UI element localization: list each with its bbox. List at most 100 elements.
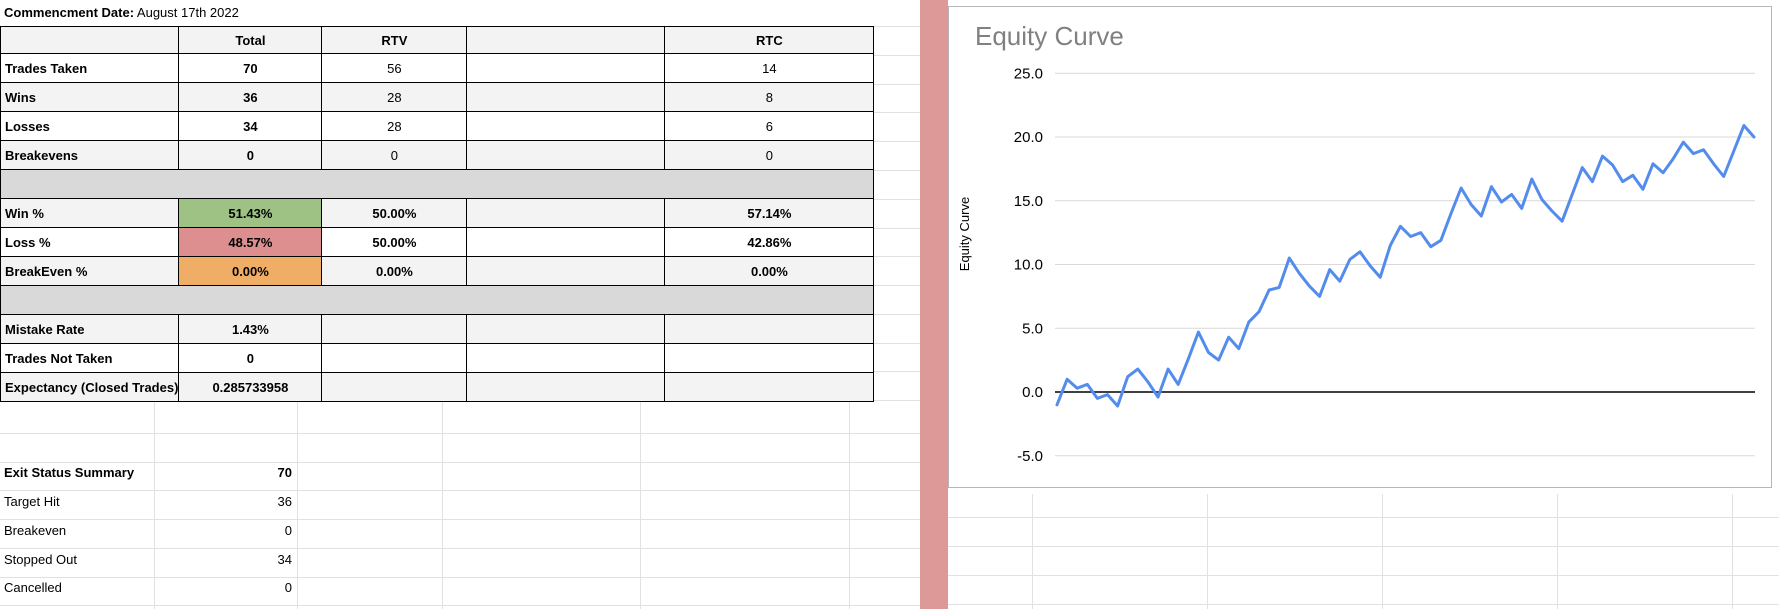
cell-mistake-rate-rtc[interactable] xyxy=(664,314,875,344)
row-label-mistake-rate[interactable]: Mistake Rate xyxy=(0,314,180,344)
spacer-cell[interactable] xyxy=(466,111,666,141)
svg-text:10.0: 10.0 xyxy=(1014,257,1043,274)
gridline xyxy=(0,605,920,606)
cell-win-pct-rtc[interactable]: 57.14% xyxy=(664,198,875,228)
cell-wins-total[interactable]: 36 xyxy=(178,82,323,112)
cell-losses-rtc[interactable]: 6 xyxy=(664,111,875,141)
gray-divider-cell[interactable] xyxy=(0,169,875,199)
cell-mistake-rate-rtv[interactable] xyxy=(321,314,468,344)
target-hit-label[interactable]: Target Hit xyxy=(4,494,60,509)
spacer-cell[interactable] xyxy=(466,256,666,286)
spacer-cell[interactable] xyxy=(466,198,666,228)
table-row: Mistake Rate 1.43% xyxy=(0,314,875,344)
target-hit-row: Target Hit 36 xyxy=(0,487,300,516)
spacer-cell[interactable] xyxy=(466,372,666,402)
cell-mistake-rate-total[interactable]: 1.43% xyxy=(178,314,323,344)
svg-text:0.0: 0.0 xyxy=(1022,384,1043,401)
row-label-losses[interactable]: Losses xyxy=(0,111,180,141)
table-header-row: Total RTV RTC xyxy=(0,26,875,54)
exit-summary-label[interactable]: Exit Status Summary xyxy=(4,465,135,480)
spacer-cell[interactable] xyxy=(466,140,666,170)
row-label-trades-taken[interactable]: Trades Taken xyxy=(0,53,180,83)
spacer-cell[interactable] xyxy=(466,314,666,344)
cell-losses-total[interactable]: 34 xyxy=(178,111,323,141)
equity-curve-chart[interactable]: Equity Curve Equity Curve 25.0 20.0 15.0 10… xyxy=(948,6,1772,488)
exit-summary-value[interactable]: 70 xyxy=(277,465,292,480)
pink-highlight-column[interactable] xyxy=(920,0,948,609)
header-rtv[interactable]: RTV xyxy=(321,26,468,54)
chart-title: Equity Curve xyxy=(975,21,1124,51)
cell-losses-rtv[interactable]: 28 xyxy=(321,111,468,141)
cell-trades-not-taken-rtv[interactable] xyxy=(321,343,468,373)
header-spacer-cell[interactable] xyxy=(466,26,666,54)
cell-wins-rtc[interactable]: 8 xyxy=(664,82,875,112)
cell-loss-pct-total[interactable]: 48.57% xyxy=(178,227,323,257)
gridline xyxy=(1207,494,1208,609)
cell-loss-pct-rtc[interactable]: 42.86% xyxy=(664,227,875,257)
cell-trades-taken-rtc[interactable]: 14 xyxy=(664,53,875,83)
cell-win-pct-rtv[interactable]: 50.00% xyxy=(321,198,468,228)
header-total[interactable]: Total xyxy=(178,26,323,54)
row-label-wins[interactable]: Wins xyxy=(0,82,180,112)
row-label-win-pct[interactable]: Win % xyxy=(0,198,180,228)
stopped-out-value[interactable]: 34 xyxy=(277,552,292,567)
row-label-loss-pct[interactable]: Loss % xyxy=(0,227,180,257)
stopped-out-row: Stopped Out 34 xyxy=(0,545,300,574)
header-blank-cell[interactable] xyxy=(0,26,180,54)
table-row: Breakevens 0 0 0 xyxy=(0,140,875,170)
table-row: Win % 51.43% 50.00% 57.14% xyxy=(0,198,875,228)
gridline xyxy=(948,575,1779,576)
svg-text:-5.0: -5.0 xyxy=(1017,448,1043,465)
gridline xyxy=(948,546,1779,547)
cell-breakevens-rtv[interactable]: 0 xyxy=(321,140,468,170)
spacer-cell[interactable] xyxy=(466,82,666,112)
cancelled-value[interactable]: 0 xyxy=(284,580,292,595)
commencement-date-cell[interactable]: Commencment Date: August 17th 2022 xyxy=(4,0,239,26)
target-hit-value[interactable]: 36 xyxy=(277,494,292,509)
gridline xyxy=(1732,494,1733,609)
gray-divider-cell[interactable] xyxy=(0,285,875,315)
row-label-expectancy[interactable]: Expectancy (Closed Trades) xyxy=(0,372,180,402)
svg-text:25.0: 25.0 xyxy=(1014,65,1043,82)
cell-win-pct-total[interactable]: 51.43% xyxy=(178,198,323,228)
cell-breakeven-pct-rtc[interactable]: 0.00% xyxy=(664,256,875,286)
gridline xyxy=(0,548,920,549)
breakeven-value[interactable]: 0 xyxy=(284,523,292,538)
gridline xyxy=(1032,494,1033,609)
breakeven-label[interactable]: Breakeven xyxy=(4,523,67,538)
cell-wins-rtv[interactable]: 28 xyxy=(321,82,468,112)
cell-breakevens-total[interactable]: 0 xyxy=(178,140,323,170)
cell-trades-taken-rtv[interactable]: 56 xyxy=(321,53,468,83)
divider-row xyxy=(0,169,875,199)
cell-expectancy-rtc[interactable] xyxy=(664,372,875,402)
cell-trades-taken-total[interactable]: 70 xyxy=(178,53,323,83)
commencement-date-value: August 17th 2022 xyxy=(134,5,239,20)
gridline xyxy=(0,433,920,434)
cell-expectancy-total[interactable]: 0.285733958 xyxy=(178,372,323,402)
row-label-trades-not-taken[interactable]: Trades Not Taken xyxy=(0,343,180,373)
spacer-cell[interactable] xyxy=(466,343,666,373)
exit-summary-row: Exit Status Summary 70 xyxy=(0,458,300,487)
stopped-out-label[interactable]: Stopped Out xyxy=(4,552,77,567)
cell-expectancy-rtv[interactable] xyxy=(321,372,468,402)
spacer-cell[interactable] xyxy=(466,53,666,83)
cell-trades-not-taken-rtc[interactable] xyxy=(664,343,875,373)
table-row: Trades Taken 70 56 14 xyxy=(0,53,875,83)
table-row: Loss % 48.57% 50.00% 42.86% xyxy=(0,227,875,257)
cell-breakeven-pct-total[interactable]: 0.00% xyxy=(178,256,323,286)
cell-breakeven-pct-rtv[interactable]: 0.00% xyxy=(321,256,468,286)
header-rtc[interactable]: RTC xyxy=(664,26,875,54)
row-label-breakeven-pct[interactable]: BreakEven % xyxy=(0,256,180,286)
row-label-breakevens[interactable]: Breakevens xyxy=(0,140,180,170)
table-row: Expectancy (Closed Trades) 0.285733958 xyxy=(0,372,875,402)
cell-trades-not-taken-total[interactable]: 0 xyxy=(178,343,323,373)
cell-breakevens-rtc[interactable]: 0 xyxy=(664,140,875,170)
svg-text:5.0: 5.0 xyxy=(1022,320,1043,337)
table-row: Wins 36 28 8 xyxy=(0,82,875,112)
table-row: Losses 34 28 6 xyxy=(0,111,875,141)
cell-loss-pct-rtv[interactable]: 50.00% xyxy=(321,227,468,257)
gridline xyxy=(0,577,920,578)
cancelled-label[interactable]: Cancelled xyxy=(4,580,62,595)
spacer-cell[interactable] xyxy=(466,227,666,257)
